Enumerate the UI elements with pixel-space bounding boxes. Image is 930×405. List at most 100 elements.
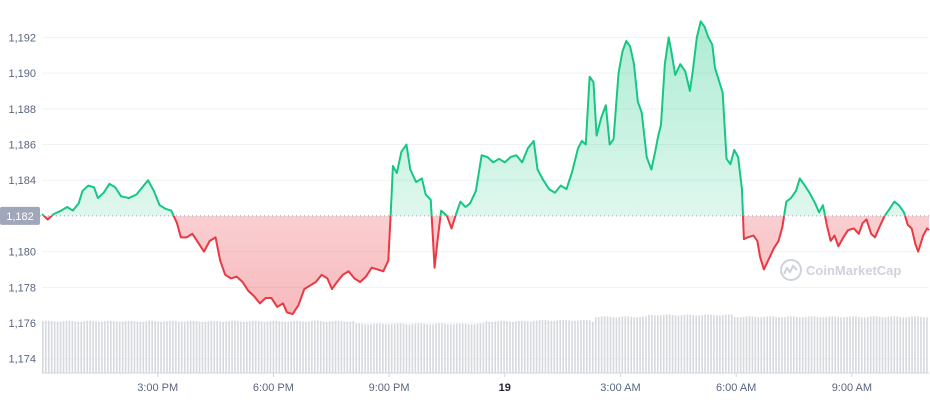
volume-bar [210, 320, 213, 373]
volume-bar [704, 314, 706, 373]
volume-bar [902, 317, 905, 373]
volume-bar [101, 321, 103, 373]
volume-bar [792, 316, 795, 373]
volume-bar [296, 320, 298, 373]
volume-bar [719, 315, 721, 373]
volume-bar [145, 321, 148, 373]
volume-bar [328, 321, 331, 373]
volume-bar [671, 315, 674, 373]
volume-bar [251, 320, 254, 373]
volume-bar [482, 323, 485, 373]
volume-bar [615, 317, 618, 373]
volume-bar [648, 314, 650, 373]
volume-bar [479, 323, 482, 373]
volume-bar [722, 315, 724, 373]
volume-bar [435, 323, 437, 373]
volume-bar [798, 317, 801, 373]
volume-bar [154, 321, 156, 373]
volume-bar [148, 320, 151, 373]
volume-bar [44, 320, 47, 373]
volume-bar [639, 316, 641, 373]
volume-bar [393, 323, 396, 373]
y-tick-label: 1,180 [8, 247, 36, 259]
volume-bar [594, 317, 597, 373]
volume-bar [361, 323, 363, 373]
volume-bar [166, 321, 168, 373]
volume-bar [860, 317, 863, 373]
y-tick-label: 1,184 [8, 175, 36, 187]
volume-bar [438, 323, 440, 373]
volume-bar [107, 320, 109, 373]
volume-bar [757, 317, 760, 373]
volume-bar [662, 314, 665, 373]
volume-bar [311, 321, 313, 373]
volume-bar [816, 316, 819, 373]
volume-bar [547, 320, 550, 373]
volume-bar [488, 321, 491, 373]
volume-bar [183, 321, 186, 373]
volume-bar [180, 321, 183, 373]
volume-bar [908, 316, 910, 373]
volume-bar [178, 321, 180, 373]
volume-bar [529, 321, 532, 373]
volume-bar [444, 323, 446, 373]
volume-bar [118, 321, 121, 373]
volume-bar [926, 317, 928, 373]
volume-bar [50, 321, 53, 373]
volume-bar [56, 321, 59, 373]
volume-bar [586, 319, 588, 373]
volume-bar [872, 316, 875, 373]
volume-bar [355, 323, 358, 373]
volume-bar [384, 324, 387, 373]
volume-bar [74, 321, 77, 373]
volume-bar [680, 315, 683, 373]
volume-bar [760, 317, 763, 373]
volume-bar [142, 321, 145, 373]
volume-bar [686, 314, 689, 373]
volume-bar [243, 321, 245, 373]
volume-bar [426, 324, 428, 373]
x-tick-label: 6:00 PM [253, 382, 294, 394]
volume-bar [396, 323, 399, 373]
volume-bar [591, 321, 594, 373]
volume-bar [92, 321, 94, 373]
volume-bar [476, 323, 479, 373]
volume-bar [390, 324, 393, 373]
coinmarketcap-watermark: CoinMarketCap [780, 259, 901, 281]
y-axis: 1,174 1,176 1,178 1,180 1,184 1,186 1,188 1,190… [8, 32, 36, 365]
volume-bar [325, 321, 328, 373]
volume-bar [175, 321, 177, 373]
volume-bar [689, 314, 692, 373]
volume-bar [98, 321, 100, 373]
volume-bar [636, 317, 638, 373]
volume-bar [275, 320, 278, 373]
volume-bar [464, 323, 467, 373]
volume-bar [881, 317, 884, 373]
volume-bar [254, 320, 257, 373]
volume-bar [163, 321, 165, 373]
volume-bar [228, 321, 230, 373]
volume-bar [588, 320, 591, 373]
volume-bar [917, 316, 919, 373]
volume-bar [121, 321, 124, 373]
volume-bar [450, 324, 452, 373]
y-tick-label: 1,174 [8, 354, 36, 366]
volume-bar [231, 320, 233, 373]
volume-bar [222, 321, 224, 373]
volume-bar [518, 321, 520, 373]
volume-bar [701, 315, 703, 373]
volume-bar [890, 316, 893, 373]
volume-bar [322, 321, 325, 373]
volume-bar [609, 316, 612, 373]
volume-bar [683, 314, 686, 373]
volume-bar [240, 321, 242, 373]
volume-bar [139, 321, 142, 373]
volume-bar [497, 321, 499, 373]
volume-bar [485, 321, 488, 373]
volume-bar [532, 320, 535, 373]
volume-bar [186, 321, 189, 373]
volume-bar [651, 315, 653, 373]
volume-bar [169, 320, 171, 373]
